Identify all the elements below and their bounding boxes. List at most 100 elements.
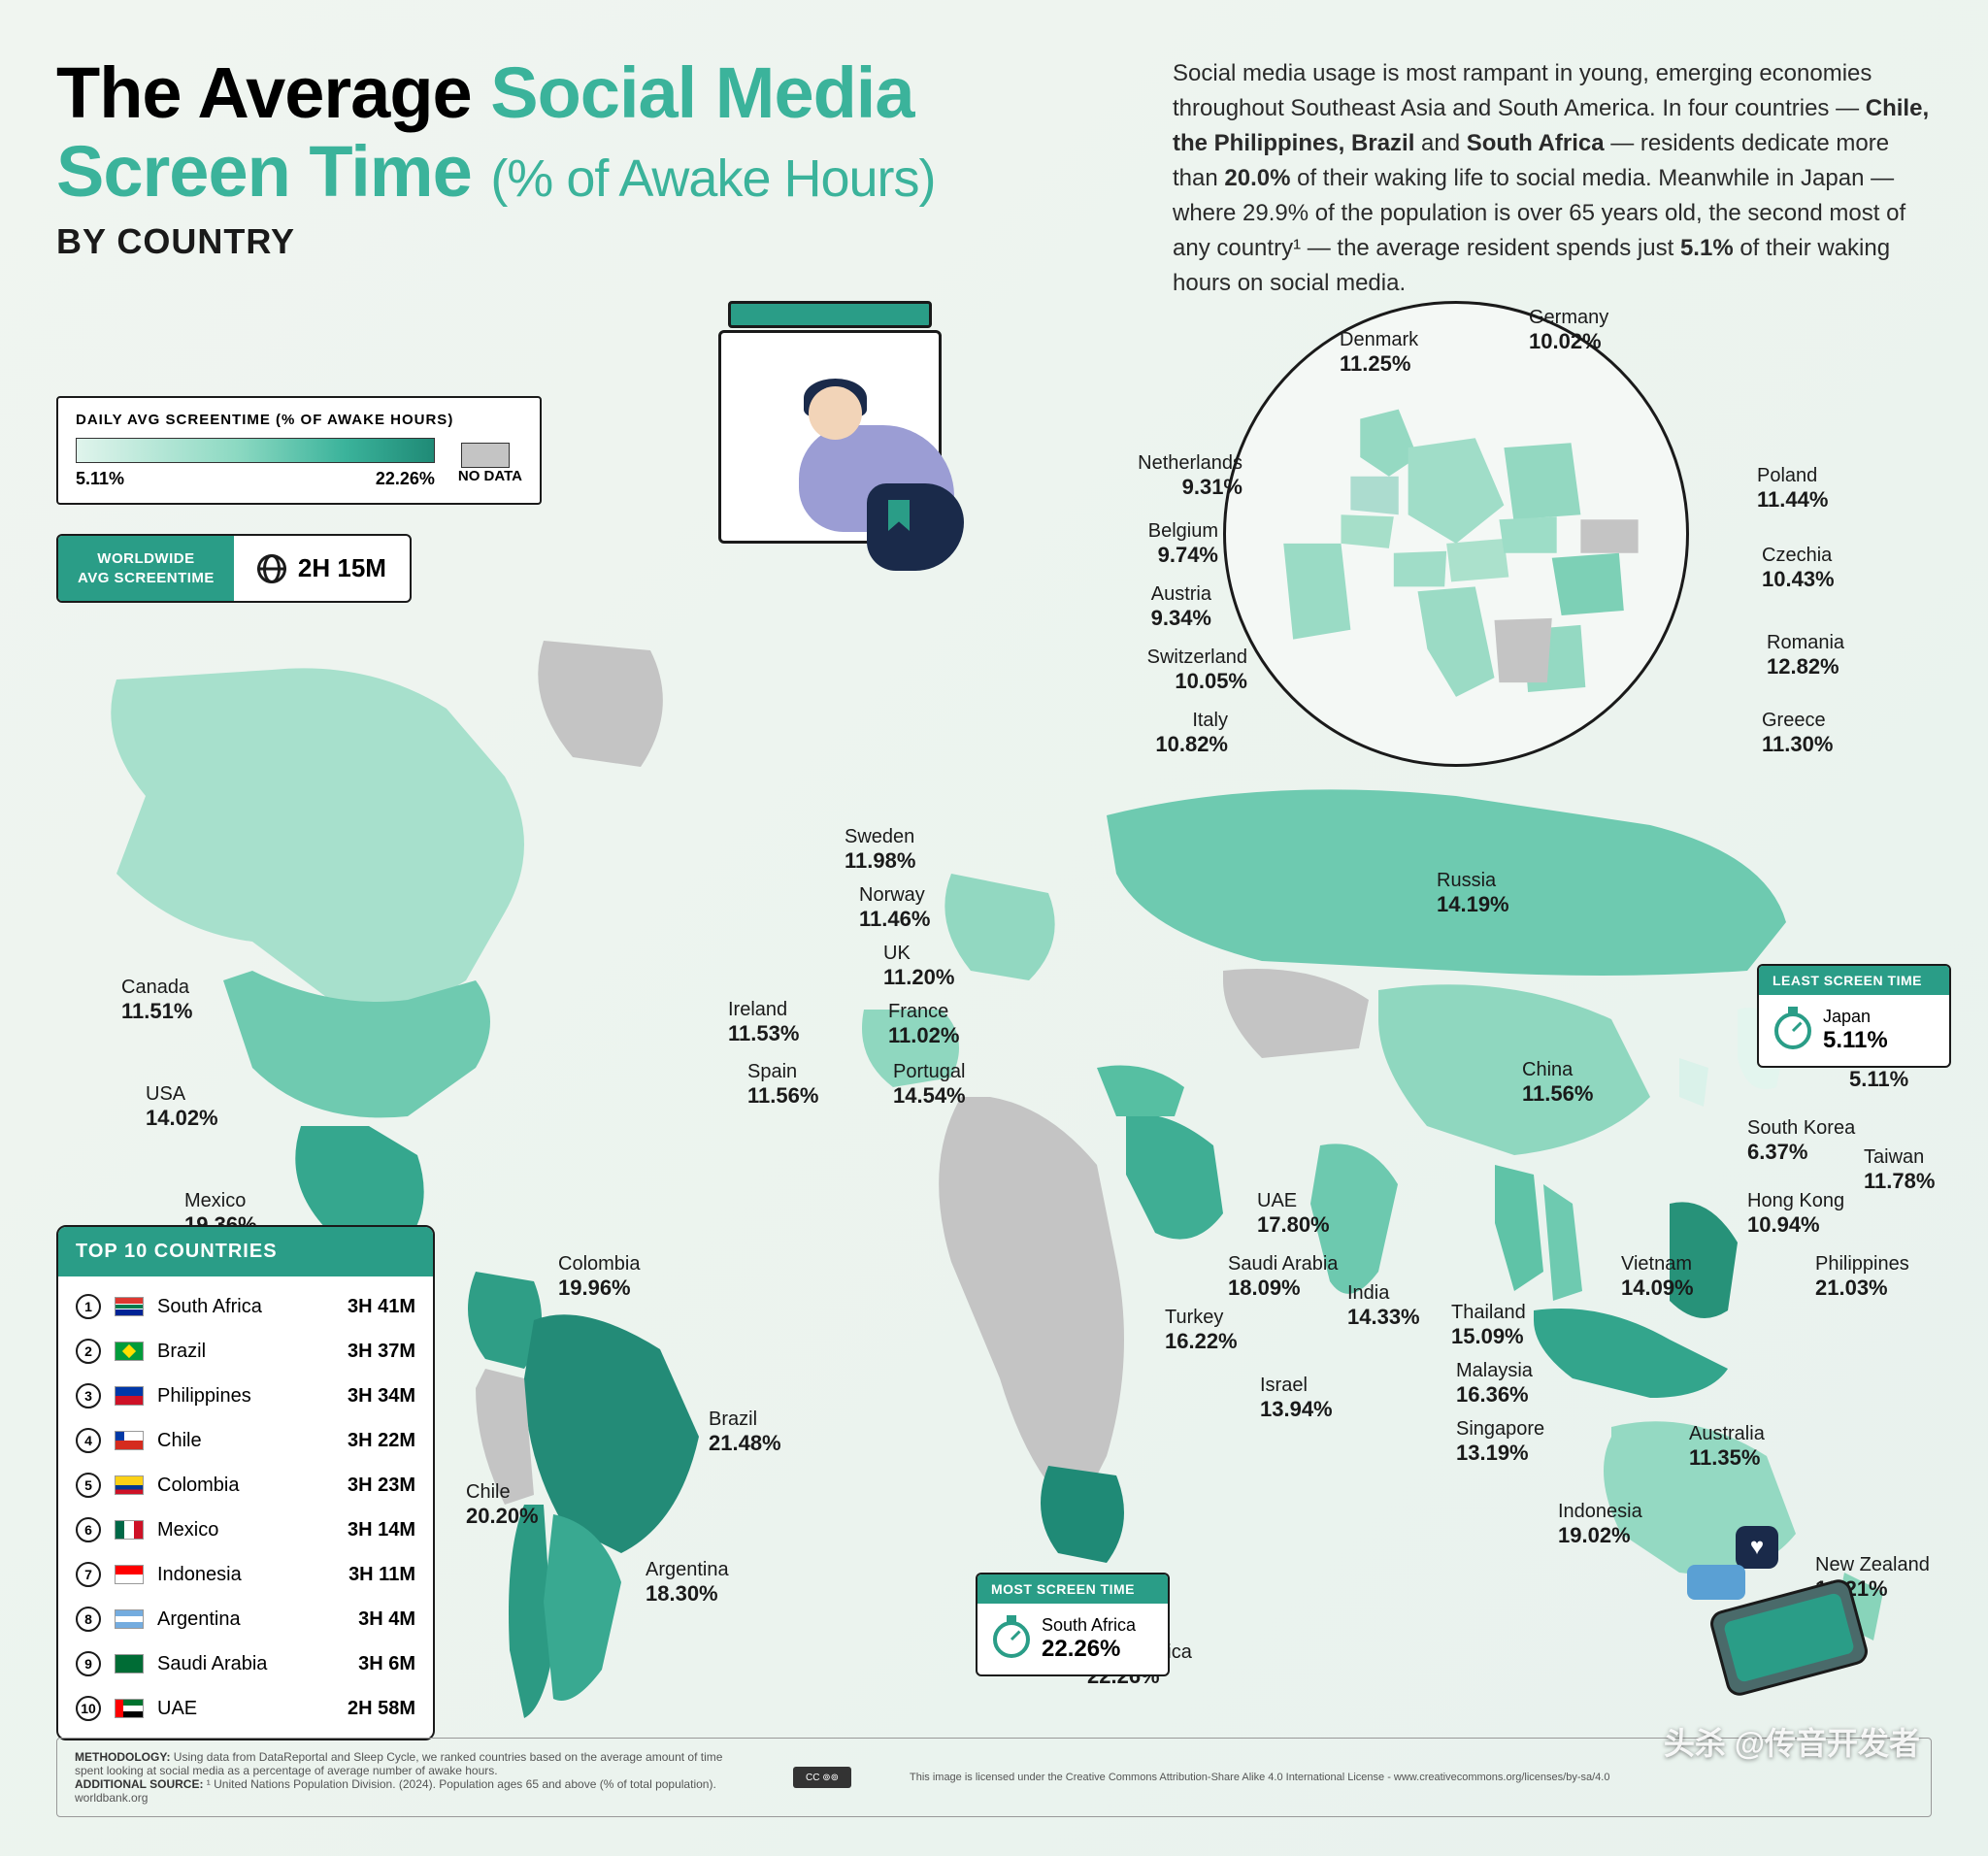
flag-icon [115,1386,144,1406]
label-russia: Russia14.19% [1437,869,1509,917]
top10-head: TOP 10 COUNTRIES [58,1227,433,1276]
eu-switz [1394,551,1446,587]
top10-row-2: 2 Brazil 3H 37M [58,1329,433,1374]
flag-icon [115,1431,144,1450]
country-time: 3H 4M [358,1608,415,1631]
label-israel: Israel13.94% [1260,1374,1333,1422]
most-callout-pct: 22.26% [1042,1636,1136,1663]
label-uk: UK11.20% [883,942,954,990]
footer-methodology: METHODOLOGY: Using data from DataReporta… [75,1750,735,1805]
top10-panel: TOP 10 COUNTRIES 1 South Africa 3H 41M 2 Bra… [56,1225,435,1740]
label-south-korea: South Korea6.37% [1747,1116,1855,1165]
eu-balkan [1495,618,1552,682]
country-name: South Africa [157,1296,334,1318]
country-name: Brazil [157,1341,334,1363]
rank-badge: 7 [76,1562,101,1587]
label-romania: Romania12.82% [1767,631,1844,679]
rank-badge: 9 [76,1651,101,1676]
country-name: Colombia [157,1475,334,1497]
rank-badge: 5 [76,1473,101,1498]
country-name: Philippines [157,1385,334,1408]
flag-icon [115,1609,144,1629]
flag-icon [115,1342,144,1361]
label-uae: UAE17.80% [1257,1189,1330,1238]
label-argentina: Argentina18.30% [646,1558,729,1607]
cc-badge-icon: CC ⊚⊚ [793,1767,851,1788]
heart-bubble-icon: ♥ [1736,1526,1778,1569]
map-saudi [1126,1114,1223,1240]
map-greenland [538,641,663,767]
label-saudi-arabia: Saudi Arabia18.09% [1228,1252,1338,1301]
label-taiwan: Taiwan11.78% [1864,1145,1935,1194]
stopwatch-icon [993,1621,1030,1658]
meth-text: Using data from DataReportal and Sleep C… [75,1750,722,1777]
country-time: 3H 41M [348,1296,415,1318]
eu-belgium [1342,514,1394,548]
country-time: 3H 11M [348,1564,415,1586]
label-brazil: Brazil21.48% [709,1408,781,1456]
label-hong-kong: Hong Kong10.94% [1747,1189,1844,1238]
map-indonesia [1534,1309,1728,1398]
country-name: Indonesia [157,1564,335,1586]
label-belgium: Belgium9.74% [1148,519,1218,568]
flag-icon [115,1565,144,1584]
europe-inset-map [1226,304,1686,764]
country-time: 3H 6M [358,1653,415,1675]
rank-badge: 1 [76,1294,101,1319]
label-denmark: Denmark11.25% [1340,328,1418,377]
map-vietnam [1543,1184,1582,1301]
top10-row-6: 6Mexico3H 14M [58,1508,433,1552]
map-thailand [1495,1165,1543,1291]
top10-row-1: 1 South Africa 3H 41M [58,1284,433,1329]
stopwatch-icon [1774,1012,1811,1049]
label-turkey: Turkey16.22% [1165,1306,1238,1354]
label-indonesia: Indonesia19.02% [1558,1500,1642,1548]
meth-label: METHODOLOGY: [75,1750,170,1764]
country-time: 3H 14M [348,1519,415,1541]
eu-czech [1499,516,1556,553]
country-name: UAE [157,1698,334,1720]
label-vietnam: Vietnam14.09% [1621,1252,1694,1301]
rank-badge: 10 [76,1696,101,1721]
least-callout-name: Japan [1823,1007,1888,1027]
eu-poland [1504,443,1580,519]
label-poland: Poland11.44% [1757,464,1828,513]
label-italy: Italy10.82% [1155,709,1228,757]
rank-badge: 4 [76,1428,101,1453]
country-name: Saudi Arabia [157,1653,345,1675]
map-korea [1679,1058,1708,1107]
map-brazil [524,1314,699,1553]
top10-row-4: 4Chile3H 22M [58,1418,433,1463]
label-switzerland: Switzerland10.05% [1147,646,1247,694]
label-portugal: Portugal14.54% [893,1060,966,1109]
eu-italy [1418,586,1495,697]
most-callout-head: MOST SCREEN TIME [977,1574,1168,1604]
least-callout-head: LEAST SCREEN TIME [1759,966,1949,995]
most-callout-name: South Africa [1042,1615,1136,1636]
flag-icon [115,1475,144,1495]
watermark: 头杀 @传音开发者 [1664,1719,1920,1764]
label-spain: Spain11.56% [747,1060,818,1109]
label-china: China11.56% [1522,1058,1593,1107]
label-austria: Austria9.34% [1151,582,1211,631]
map-africa [939,1097,1124,1514]
label-australia: Australia11.35% [1689,1422,1765,1471]
eu-netherlands [1350,477,1398,515]
top10-row-10: 10UAE2H 58M [58,1686,433,1731]
eu-ukraine [1580,519,1638,553]
eu-austria [1446,539,1508,581]
top10-row-9: 9 Saudi Arabia 3H 6M [58,1641,433,1686]
label-thailand: Thailand15.09% [1451,1301,1526,1349]
label-philippines: Philippines21.03% [1815,1252,1909,1301]
label-india: India14.33% [1347,1281,1420,1330]
top10-row-3: 3Philippines3H 34M [58,1374,433,1418]
label-greece: Greece11.30% [1762,709,1833,757]
country-time: 3H 37M [348,1341,415,1363]
label-sweden: Sweden11.98% [845,825,915,874]
cc-text: This image is licensed under the Creativ… [910,1772,1913,1783]
map-central-asia [1223,969,1369,1058]
label-netherlands: Netherlands9.31% [1138,451,1242,500]
label-canada: Canada11.51% [121,976,192,1024]
rank-badge: 2 [76,1339,101,1364]
footer: METHODOLOGY: Using data from DataReporta… [56,1738,1932,1817]
